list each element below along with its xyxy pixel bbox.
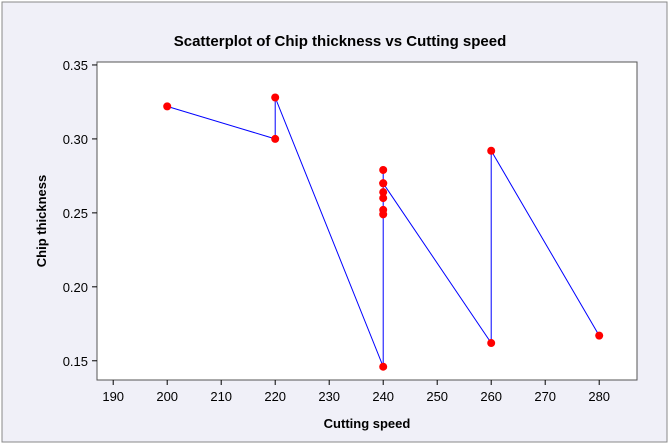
- x-tick-label: 240: [372, 389, 394, 404]
- x-tick-label: 190: [102, 389, 124, 404]
- data-point: [271, 93, 280, 102]
- x-tick-label: 210: [210, 389, 232, 404]
- y-tick-label: 0.30: [63, 132, 88, 147]
- x-tick-label: 280: [588, 389, 610, 404]
- data-point: [595, 331, 604, 340]
- data-point: [271, 134, 280, 143]
- data-point: [163, 102, 172, 111]
- x-axis-label: Cutting speed: [324, 416, 411, 431]
- y-tick-label: 0.35: [63, 58, 88, 73]
- data-point: [379, 165, 388, 174]
- chart-title: Scatterplot of Chip thickness vs Cutting…: [174, 33, 507, 50]
- x-tick-label: 250: [426, 389, 448, 404]
- y-axis-ticks: 0.15 0.20 0.25 0.30 0.35: [63, 58, 97, 369]
- x-tick-label: 200: [156, 389, 178, 404]
- x-tick-label: 230: [318, 389, 340, 404]
- y-axis-label: Chip thickness: [34, 175, 49, 267]
- data-point: [379, 179, 388, 188]
- x-tick-label: 270: [534, 389, 556, 404]
- x-axis-ticks: 190 200 210 220 230 240 250 260 270 280: [102, 380, 610, 404]
- series-points: [163, 93, 604, 371]
- data-point: [379, 188, 388, 197]
- y-tick-label: 0.25: [63, 206, 88, 221]
- data-point: [379, 205, 388, 214]
- data-point: [379, 362, 388, 371]
- y-tick-label: 0.20: [63, 280, 88, 295]
- y-tick-label: 0.15: [63, 354, 88, 369]
- data-point: [487, 146, 496, 155]
- x-tick-label: 220: [264, 389, 286, 404]
- data-point: [379, 194, 388, 203]
- x-tick-label: 260: [480, 389, 502, 404]
- data-point: [487, 339, 496, 348]
